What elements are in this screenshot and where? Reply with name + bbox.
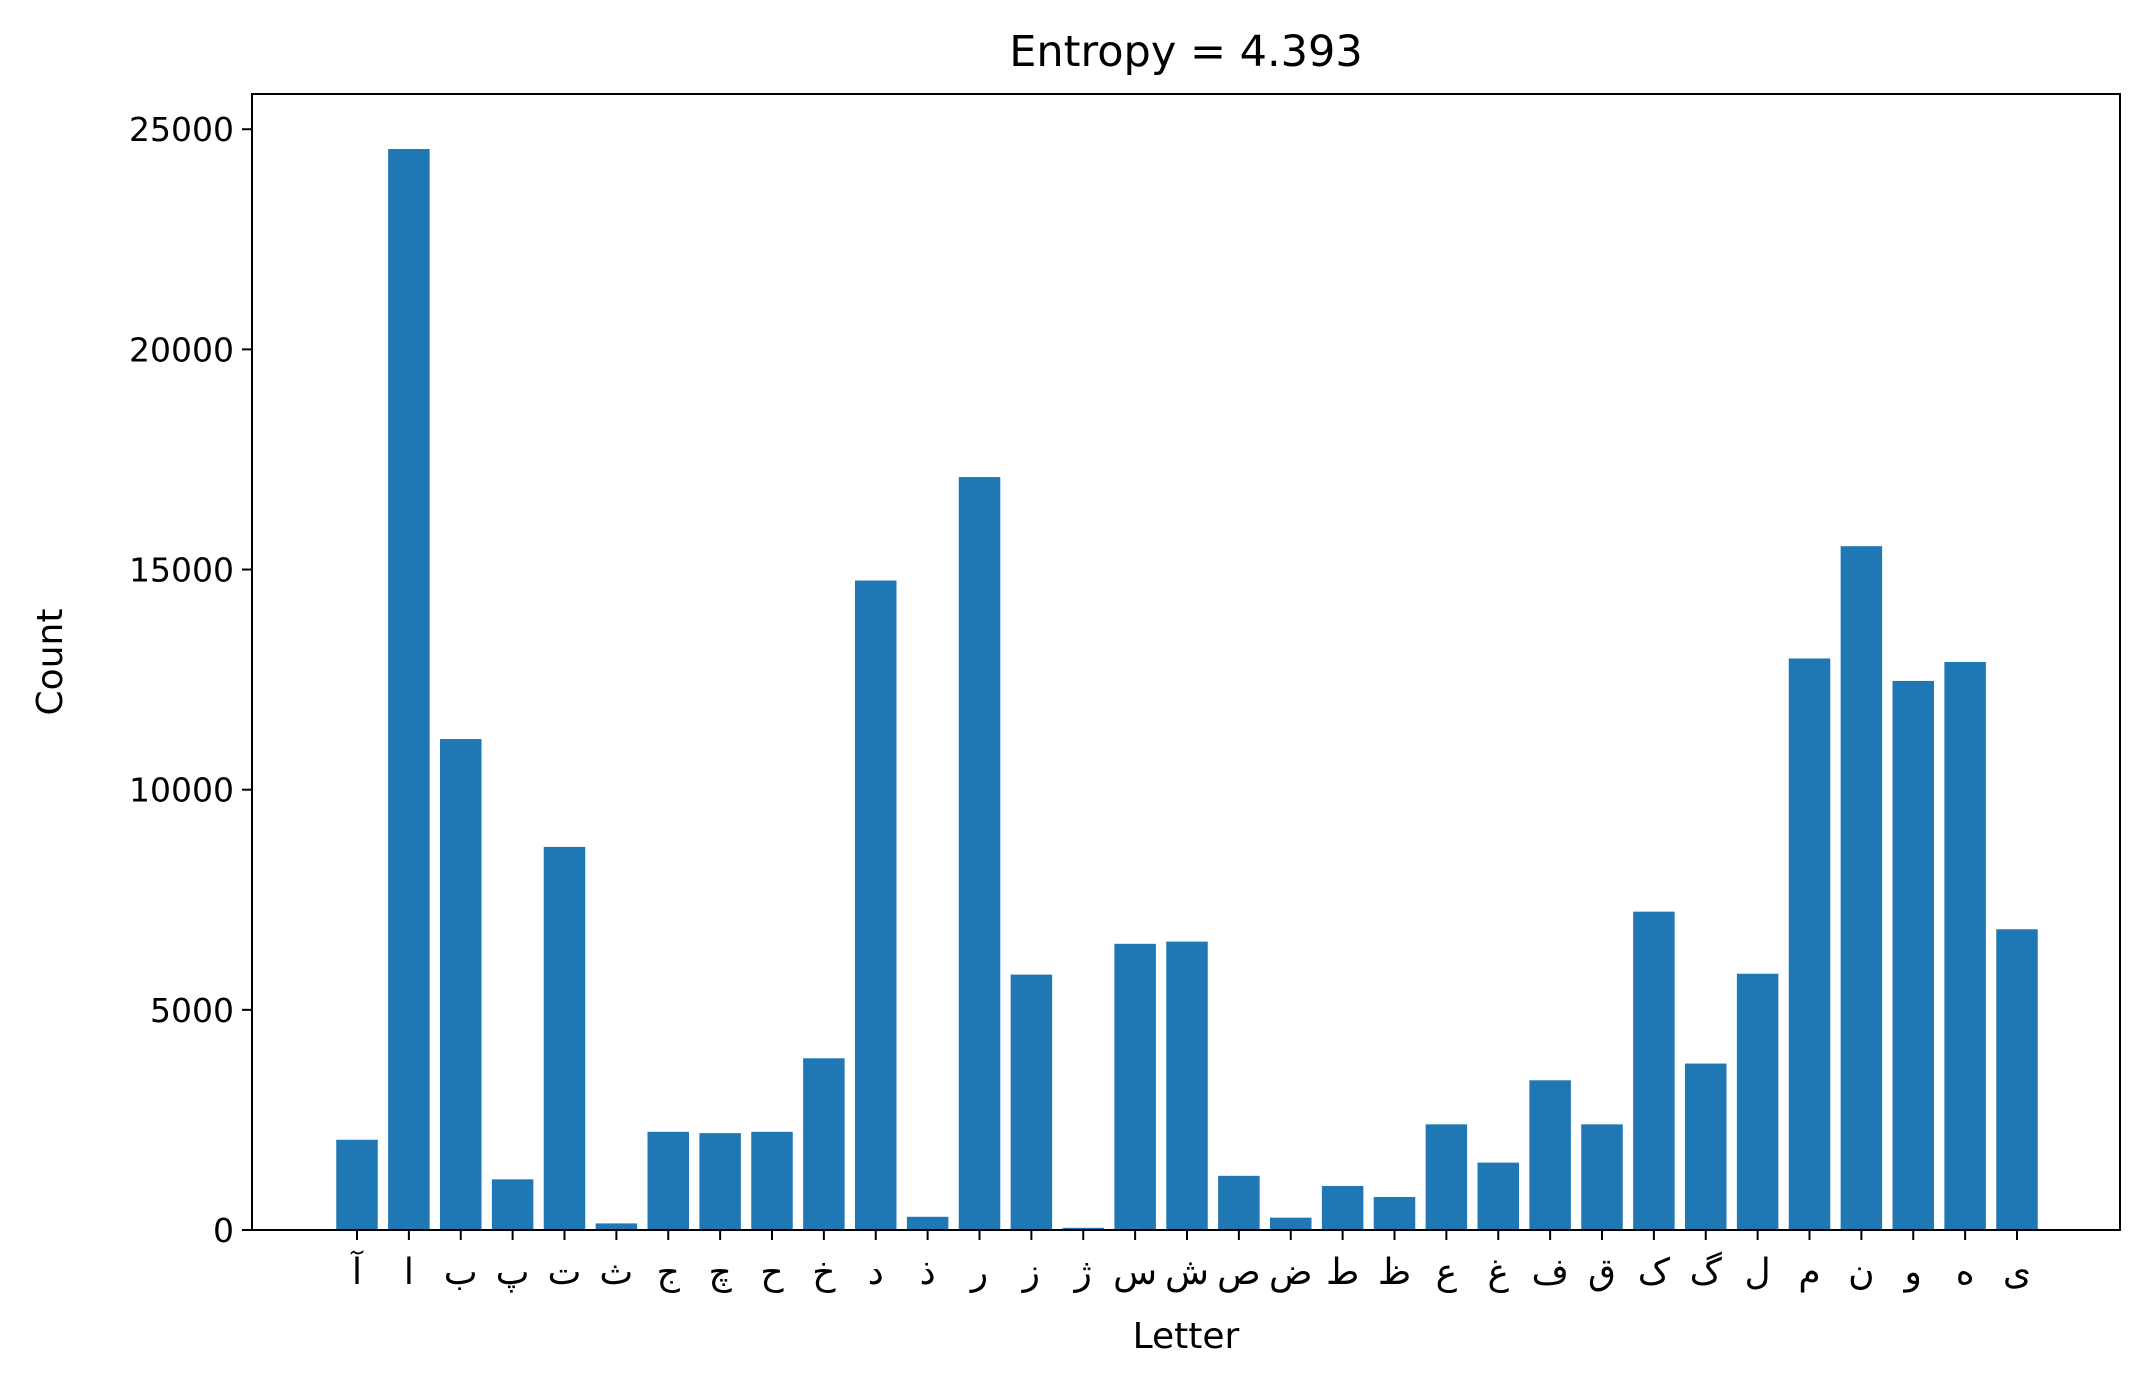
bar: [1944, 662, 1986, 1230]
x-tick-label: ز: [1021, 1252, 1040, 1293]
bar: [699, 1133, 741, 1230]
y-tick-label: 5000: [150, 991, 234, 1030]
x-tick-label: ذ: [920, 1252, 936, 1293]
x-tick-label: ظ: [1378, 1252, 1411, 1293]
bar: [388, 149, 430, 1230]
x-tick-label: ع: [1436, 1252, 1458, 1293]
x-tick-label: و: [1903, 1252, 1922, 1293]
bar: [958, 477, 1001, 1230]
bar: [595, 1223, 638, 1230]
chart-title: Entropy = 4.393: [1009, 27, 1363, 77]
bar: [1840, 546, 1883, 1230]
bar: [336, 1139, 378, 1230]
x-tick-label: ن: [1848, 1252, 1874, 1293]
y-tick-label: 25000: [129, 110, 234, 149]
bar: [906, 1216, 949, 1230]
x-tick-label: ک: [1638, 1252, 1671, 1293]
bar: [1685, 1063, 1727, 1230]
x-tick-label: د: [868, 1252, 884, 1293]
bar: [1892, 680, 1934, 1230]
y-tick-label: 10000: [129, 771, 234, 810]
bar: [855, 580, 897, 1230]
bar: [1425, 1124, 1468, 1230]
x-tick-label: ص: [1217, 1252, 1261, 1293]
x-axis-label: Letter: [1133, 1316, 1240, 1357]
bar: [1321, 1185, 1364, 1230]
bar: [1218, 1175, 1260, 1230]
x-tick-label: چ: [709, 1252, 733, 1293]
y-axis-ticks: 0 5000 10000 15000 20000 25000: [129, 110, 252, 1250]
bar: [440, 739, 482, 1230]
x-tick-label: ا: [404, 1252, 414, 1293]
x-tick-label: آ: [350, 1249, 364, 1293]
bar: [1788, 658, 1831, 1230]
bars-group: [336, 149, 2038, 1230]
x-tick-label: ب: [444, 1252, 478, 1293]
x-tick-label: پ: [496, 1252, 530, 1293]
x-tick-label: س: [1113, 1252, 1157, 1293]
x-tick-label: ث: [599, 1252, 633, 1293]
bar: [1270, 1217, 1312, 1230]
x-tick-label: م: [1798, 1252, 1820, 1293]
bar: [803, 1058, 845, 1230]
x-tick-label: غ: [1488, 1252, 1510, 1293]
x-tick-label: ل: [1745, 1252, 1771, 1293]
x-tick-label: گ: [1690, 1252, 1723, 1293]
bar: [1062, 1227, 1104, 1230]
bar: [1529, 1080, 1571, 1230]
x-tick-label: ق: [1588, 1252, 1616, 1293]
x-tick-label: ط: [1326, 1252, 1359, 1293]
bar: [1166, 941, 1208, 1230]
x-tick-label: ج: [657, 1252, 681, 1293]
y-tick-label: 15000: [129, 551, 234, 590]
bar: [1373, 1196, 1416, 1230]
y-axis-label: Count: [30, 609, 71, 716]
bar: [543, 846, 586, 1230]
x-tick-label: ه: [1956, 1252, 1975, 1293]
x-tick-label: خ: [812, 1252, 836, 1293]
bar: [647, 1131, 689, 1230]
x-tick-label: ی: [2003, 1252, 2031, 1293]
bar: [751, 1131, 793, 1230]
bar: [1996, 929, 2038, 1230]
x-tick-label: ش: [1165, 1252, 1209, 1293]
x-tick-label: ف: [1531, 1252, 1568, 1293]
bar: [1477, 1162, 1519, 1230]
y-tick-label: 20000: [129, 330, 234, 369]
bar: [1010, 974, 1053, 1230]
bar: [1581, 1124, 1623, 1230]
x-tick-label: ح: [760, 1252, 784, 1293]
x-tick-label: ت: [548, 1252, 582, 1293]
bar: [1114, 943, 1156, 1230]
x-tick-label: ژ: [1073, 1252, 1092, 1293]
bar: [1736, 973, 1779, 1230]
x-tick-label: ر: [969, 1252, 988, 1293]
x-tick-label: ض: [1269, 1252, 1313, 1293]
bar: [491, 1179, 534, 1230]
plot-frame: [251, 93, 2121, 1231]
y-tick-label: 0: [213, 1211, 234, 1250]
bar: [1633, 911, 1675, 1230]
